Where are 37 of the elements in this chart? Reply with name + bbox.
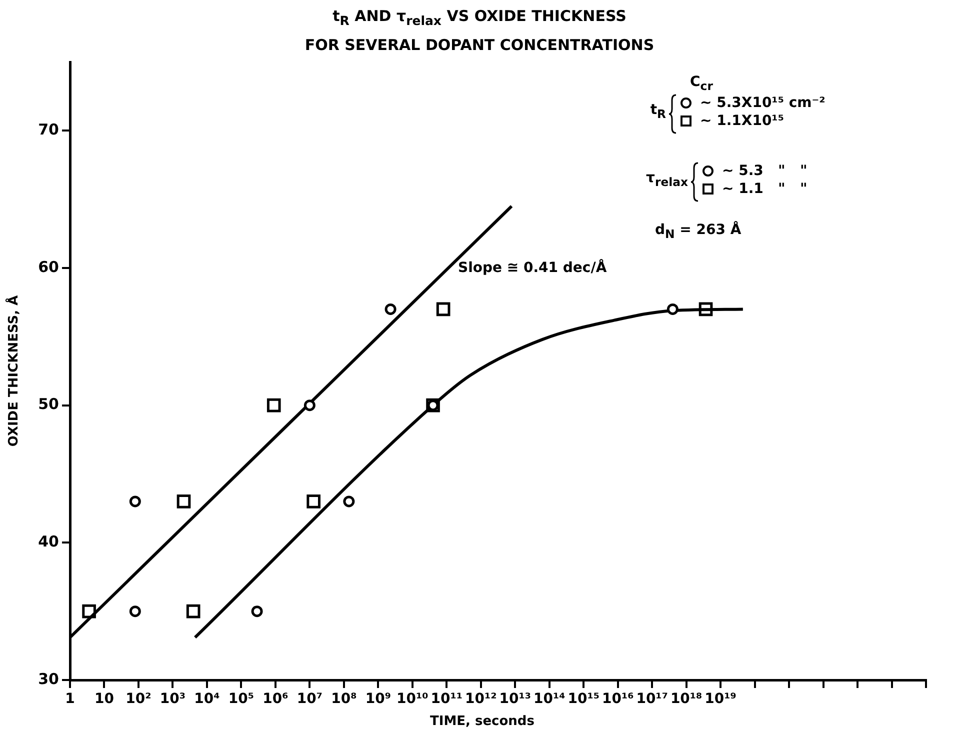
x-tick-label: 10¹¹ xyxy=(430,691,463,708)
legend-title: C$_{cr}$ xyxy=(690,74,713,93)
y-tick-label: 50 xyxy=(38,395,59,414)
annotation: τ$_{relax}$ xyxy=(646,170,688,189)
y-tick-label: 30 xyxy=(38,670,59,688)
x-tick-label: 10² xyxy=(126,691,152,708)
annotation: t$_{R}$ xyxy=(650,102,666,121)
x-tick-label: 10¹⁷ xyxy=(636,691,668,708)
x-tick-label: 10¹⁵ xyxy=(568,691,600,708)
x-tick-label: 10³ xyxy=(160,691,186,708)
annotation: Slope ≅ 0.41 dec/Å xyxy=(458,260,607,276)
x-tick-label: 10¹⁸ xyxy=(670,691,702,708)
legend-label: ~ 5.3X10¹⁵ cm⁻² xyxy=(700,95,826,111)
x-tick-label: 10¹⁰ xyxy=(396,691,428,708)
x-axis-title: TIME, seconds xyxy=(430,714,534,729)
legend-label: ~ 5.3 " " xyxy=(722,163,808,179)
legend-label: ~ 1.1X10¹⁵ xyxy=(700,113,784,129)
annotation: d$_{N}$ = 263 Å xyxy=(655,222,742,241)
chart-title: t$_{R}$ AND τ$_{relax}$ VS OXIDE THICKNESS FOR SEVERAL DOPANT CONCENTRATIONS xyxy=(304,6,656,56)
x-tick-label: 10⁴ xyxy=(194,691,220,708)
x-tick-label: 10⁹ xyxy=(365,691,391,708)
y-axis-title: OXIDE THICKNESS, Å xyxy=(6,295,22,447)
x-tick-label: 10¹⁴ xyxy=(533,691,566,708)
x-tick-label: 1 xyxy=(65,691,75,708)
x-tick-label: 10¹³ xyxy=(499,691,531,708)
x-tick-label: 10⁶ xyxy=(262,691,288,708)
x-tick-label: 10⁷ xyxy=(296,691,322,708)
x-tick-label: 10¹⁹ xyxy=(704,691,736,708)
x-tick-label: 10 xyxy=(94,691,114,708)
x-tick-label: 10¹² xyxy=(465,691,497,708)
y-tick-label: 60 xyxy=(38,258,59,276)
x-tick-label: 10⁸ xyxy=(331,691,357,708)
x-tick-label: 10⁵ xyxy=(228,691,254,708)
y-tick-label: 70 xyxy=(38,120,59,139)
legend-label: ~ 1.1 " " xyxy=(722,181,808,197)
y-tick-label: 40 xyxy=(38,532,59,551)
x-tick-label: 10¹⁶ xyxy=(602,691,634,708)
